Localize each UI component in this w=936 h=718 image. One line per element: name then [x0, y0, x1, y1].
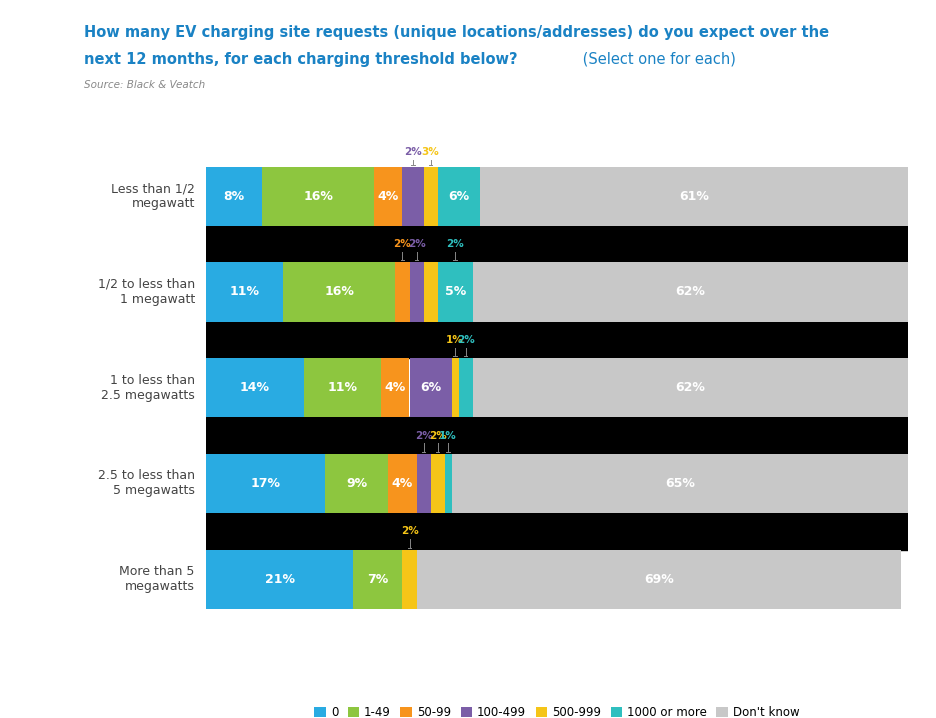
- Text: 11%: 11%: [328, 381, 358, 394]
- Text: 69%: 69%: [644, 573, 674, 586]
- Bar: [423, 262, 438, 322]
- Legend: 0, 1-49, 50-99, 100-499, 500-999, 1000 or more, Don't know: 0, 1-49, 50-99, 100-499, 500-999, 1000 o…: [314, 706, 799, 718]
- Bar: [206, 358, 304, 417]
- Bar: [473, 358, 908, 417]
- Bar: [445, 454, 452, 513]
- Bar: [382, 358, 410, 417]
- Text: (Select one for each): (Select one for each): [578, 52, 737, 67]
- Text: 8%: 8%: [224, 190, 244, 202]
- Bar: [417, 549, 901, 609]
- Bar: [417, 454, 431, 513]
- Bar: [388, 454, 417, 513]
- Text: Source: Black & Veatch: Source: Black & Veatch: [84, 80, 206, 90]
- Bar: [283, 262, 396, 322]
- Text: 2%: 2%: [394, 239, 411, 249]
- Text: 62%: 62%: [676, 381, 705, 394]
- Text: 9%: 9%: [346, 477, 368, 490]
- Bar: [480, 167, 908, 226]
- Bar: [354, 549, 402, 609]
- Text: 14%: 14%: [240, 381, 271, 394]
- Text: 6%: 6%: [448, 190, 469, 202]
- Bar: [304, 358, 382, 417]
- Bar: [410, 262, 424, 322]
- Bar: [459, 358, 473, 417]
- Text: 5%: 5%: [445, 286, 466, 299]
- Text: 62%: 62%: [676, 286, 705, 299]
- Bar: [438, 262, 473, 322]
- Text: 4%: 4%: [385, 381, 406, 394]
- Text: 6%: 6%: [420, 381, 441, 394]
- Text: 2%: 2%: [446, 239, 464, 249]
- Bar: [206, 226, 908, 262]
- Text: 2%: 2%: [401, 526, 418, 536]
- Text: 21%: 21%: [265, 573, 295, 586]
- Bar: [452, 454, 908, 513]
- Bar: [326, 454, 388, 513]
- Text: 2%: 2%: [415, 431, 432, 441]
- Text: 4%: 4%: [378, 190, 399, 202]
- Bar: [206, 167, 262, 226]
- Bar: [374, 167, 402, 226]
- Text: 65%: 65%: [665, 477, 695, 490]
- Text: 1%: 1%: [446, 335, 464, 345]
- Bar: [206, 549, 354, 609]
- Text: 11%: 11%: [229, 286, 259, 299]
- Bar: [396, 262, 410, 322]
- Bar: [206, 454, 326, 513]
- Bar: [206, 322, 908, 358]
- Text: 3%: 3%: [422, 147, 439, 157]
- Bar: [206, 417, 908, 454]
- Text: 61%: 61%: [679, 190, 709, 202]
- Bar: [431, 454, 445, 513]
- Text: 2%: 2%: [408, 239, 425, 249]
- Bar: [402, 167, 424, 226]
- Text: 17%: 17%: [251, 477, 281, 490]
- Bar: [206, 262, 283, 322]
- Text: 16%: 16%: [325, 286, 354, 299]
- Bar: [206, 513, 908, 549]
- Text: How many EV charging site requests (unique locations/addresses) do you expect ov: How many EV charging site requests (uniq…: [84, 25, 829, 40]
- Text: 16%: 16%: [303, 190, 333, 202]
- Text: 2%: 2%: [457, 335, 475, 345]
- Bar: [452, 358, 459, 417]
- Text: next 12 months, for each charging threshold below?: next 12 months, for each charging thresh…: [84, 52, 518, 67]
- Bar: [402, 549, 417, 609]
- Bar: [423, 167, 438, 226]
- Text: 7%: 7%: [367, 573, 388, 586]
- Text: 2%: 2%: [404, 147, 422, 157]
- Bar: [473, 262, 908, 322]
- Text: 2%: 2%: [429, 431, 446, 441]
- Bar: [438, 167, 480, 226]
- Bar: [262, 167, 374, 226]
- Bar: [410, 358, 452, 417]
- Text: 4%: 4%: [392, 477, 413, 490]
- Text: 1%: 1%: [439, 431, 457, 441]
